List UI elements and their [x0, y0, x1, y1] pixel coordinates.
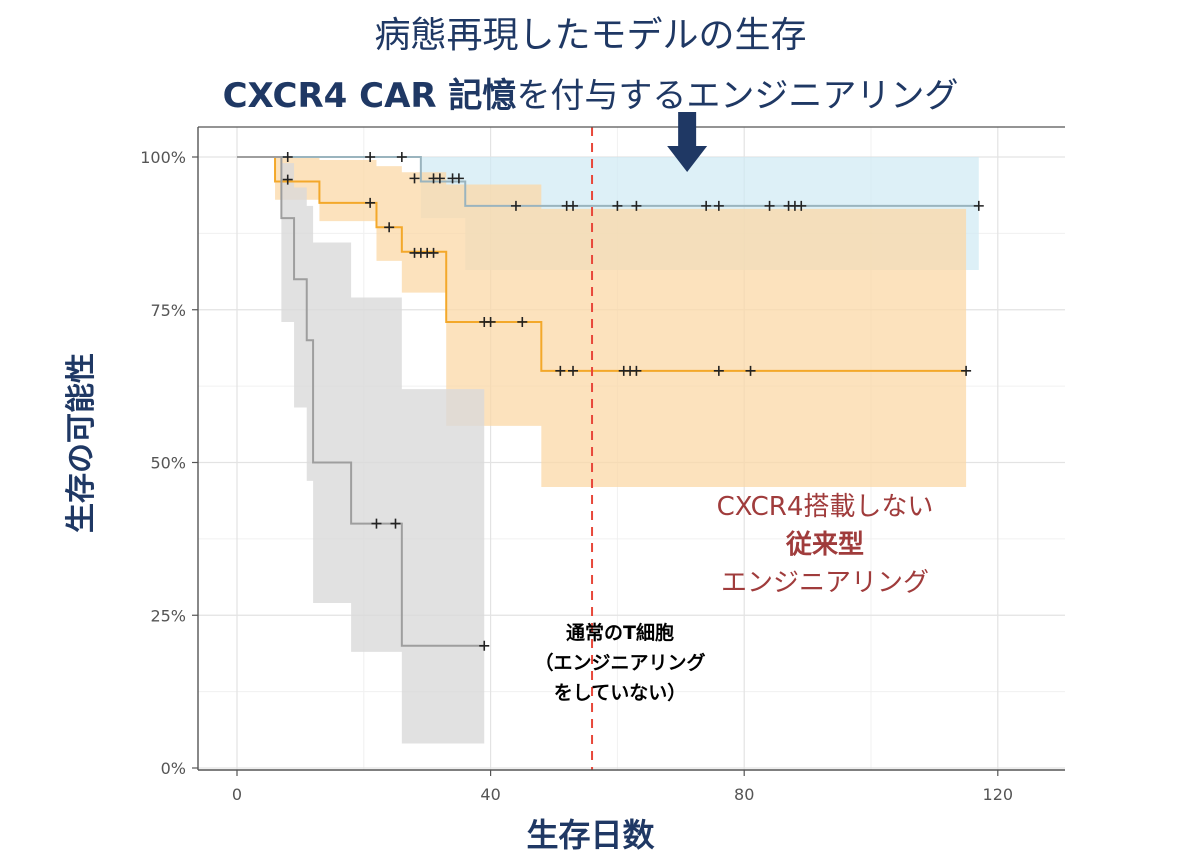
- y-tick-label: 0%: [161, 759, 186, 778]
- conventional-censor-mark: [961, 365, 972, 376]
- conventional-engineering-label: CXCR4搭載しない 従来型 エンジニアリング: [640, 488, 1010, 602]
- normal-label-line3: をしていない）: [553, 682, 687, 704]
- conventional-censor-mark: [365, 197, 376, 208]
- x-tick-label: 120: [983, 785, 1014, 804]
- normal-label-line1: 通常のT細胞: [566, 622, 674, 644]
- cxcr4-censor-mark: [282, 152, 293, 162]
- y-tick-label: 25%: [150, 606, 186, 625]
- conventional-label-line3: エンジニアリング: [720, 568, 929, 598]
- cxcr4-censor-mark: [631, 200, 642, 211]
- y-tick-label: 50%: [150, 454, 186, 473]
- cxcr4-censor-mark: [796, 200, 807, 211]
- normal-censor-mark: [371, 518, 382, 529]
- normal-label-line2: （エンジニアリング: [534, 652, 706, 674]
- conventional-censor-mark: [568, 365, 579, 376]
- cxcr4-censor-mark: [612, 200, 623, 211]
- cxcr4-censor-mark: [453, 173, 464, 184]
- chart-title: 病態再現したモデルの生存: [374, 15, 807, 56]
- cxcr4-censor-mark: [365, 152, 376, 162]
- chart-subtitle: CXCR4 CAR 記憶を付与するエンジニアリング: [0, 68, 1181, 117]
- normal-censor-mark: [390, 518, 401, 529]
- normal-censor-mark: [479, 640, 490, 651]
- cxcr4-censor-mark: [701, 200, 712, 211]
- conventional-censor-mark: [555, 365, 566, 376]
- y-tick-label: 100%: [140, 148, 186, 167]
- normal-tcell-label: 通常のT細胞 （エンジニアリング をしていない）: [490, 618, 750, 708]
- cxcr4-censor-mark: [434, 173, 445, 184]
- cxcr4-censor-mark: [396, 152, 407, 162]
- conventional-censor-mark: [282, 174, 293, 185]
- cxcr4-censor-mark: [510, 200, 521, 211]
- cxcr4-censor-mark: [409, 173, 420, 184]
- conventional-censor-mark: [485, 316, 496, 327]
- cxcr4-survival-line: [237, 156, 979, 207]
- conventional-label-line2: 従来型: [785, 530, 864, 560]
- y-tick-label: 75%: [150, 301, 186, 320]
- cxcr4-censor-mark: [713, 200, 724, 211]
- conventional-censor-mark: [713, 365, 724, 376]
- subtitle-rest: を付与するエンジニアリング: [516, 76, 959, 116]
- x-tick-label: 0: [232, 785, 242, 804]
- conventional-censor-mark: [631, 365, 642, 376]
- conventional-censor-mark: [517, 316, 528, 327]
- conventional-label-line1: CXCR4搭載しない: [716, 492, 934, 522]
- conventional-censor-mark: [384, 222, 395, 233]
- down-arrow-icon: [667, 112, 708, 172]
- x-axis-label: 生存日数: [526, 816, 655, 854]
- x-tick-label: 40: [480, 785, 500, 804]
- cxcr4-censor-mark: [973, 200, 984, 211]
- x-tick-label: 80: [734, 785, 754, 804]
- cxcr4-censor-mark: [764, 200, 775, 211]
- conventional-censor-mark: [428, 247, 439, 258]
- y-axis-label: 生存の可能性: [64, 353, 99, 533]
- conventional-censor-mark: [745, 365, 756, 376]
- cxcr4-censor-mark: [568, 200, 579, 211]
- subtitle-bold: CXCR4 CAR 記憶: [222, 76, 517, 116]
- normal-confidence-band: [281, 163, 485, 744]
